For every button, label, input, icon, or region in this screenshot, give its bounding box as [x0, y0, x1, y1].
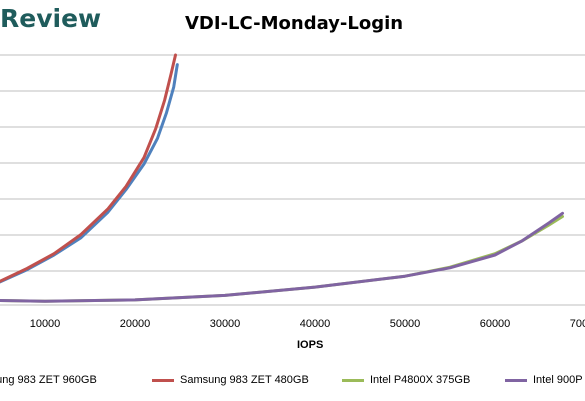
x-tick-label: 40000	[300, 318, 331, 330]
legend-swatch	[342, 378, 364, 382]
legend-label: Samsung 983 ZET 480GB	[180, 374, 309, 386]
legend-label: Intel P4800X 375GB	[370, 374, 471, 386]
x-tick-label: 20000	[120, 318, 151, 330]
series-lines	[0, 53, 564, 303]
legend-item-series-2: Samsung 983 ZET 480GB	[152, 372, 309, 388]
gridlines	[0, 54, 585, 272]
x-axis-label: IOPS	[297, 339, 324, 351]
legend-label: Samsung 983 ZET 960GB	[0, 374, 97, 386]
legend-swatch	[505, 378, 527, 382]
x-tick-label: 30000	[210, 318, 241, 330]
x-tick-label: 60000	[480, 318, 511, 330]
legend-label: Intel 900P	[533, 374, 583, 386]
legend: Samsung 983 ZET 960GB Samsung 983 ZET 48…	[0, 372, 585, 392]
legend-item-series-3: Intel P4800X 375GB	[342, 372, 470, 388]
x-tick-label: 70000	[570, 318, 585, 330]
chart-title: VDI-LC-Monday-Login	[185, 13, 404, 34]
brand-logo-text: Review	[0, 4, 102, 33]
series-line-1	[0, 63, 179, 284]
x-tick-label: 10000	[30, 318, 61, 330]
x-tick-label: 50000	[390, 318, 421, 330]
series-line-4	[0, 211, 564, 303]
legend-item-series-1: Samsung 983 ZET 960GB	[0, 372, 97, 388]
legend-item-series-4: Intel 900P	[505, 372, 583, 388]
legend-swatch	[152, 378, 174, 382]
series-line-2	[0, 53, 177, 283]
x-tick-labels: 10000 20000 30000 40000 50000 60000 70000	[30, 318, 585, 330]
